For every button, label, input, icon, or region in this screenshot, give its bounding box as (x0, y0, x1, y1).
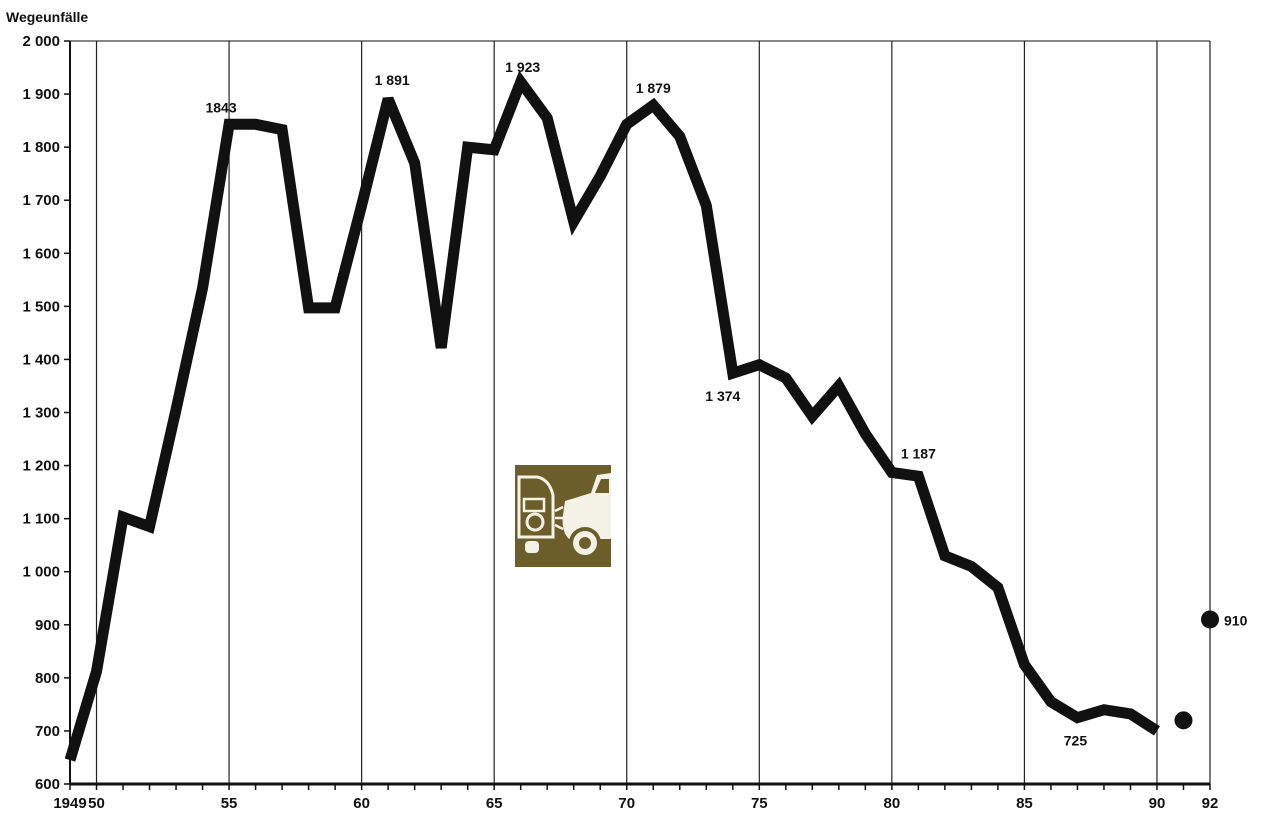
y-tick-label: 1 900 (22, 86, 60, 103)
x-tick-label: 85 (1016, 795, 1033, 812)
y-tick-label: 1 100 (22, 511, 60, 528)
y-tick-label: 1 500 (22, 298, 60, 315)
data-label: 1 879 (636, 80, 671, 96)
data-label: 1 891 (375, 72, 410, 88)
y-tick-label: 1 600 (22, 245, 60, 262)
data-point (1174, 711, 1193, 730)
data-label: 1 374 (705, 388, 740, 404)
data-point (1201, 610, 1219, 629)
x-tick-label: 55 (221, 795, 238, 812)
y-tick-label: 600 (35, 776, 60, 793)
x-tick-label: 60 (353, 795, 370, 812)
data-label: 910 (1224, 612, 1248, 628)
y-tick-label: 900 (35, 617, 60, 634)
data-label: 1 187 (901, 445, 936, 461)
y-axis-label: Wegeunfälle (6, 9, 88, 25)
y-tick-label: 1 000 (22, 564, 60, 581)
y-tick-label: 1 800 (22, 139, 60, 156)
y-tick-label: 1 400 (22, 351, 60, 368)
x-tick-label: 70 (618, 795, 635, 812)
x-tick-label: 90 (1149, 795, 1166, 812)
data-label: 1843 (205, 99, 236, 115)
data-annotations: 1843 1 891 1 923 1 879 1 374 1 187 725 910 (205, 59, 1247, 749)
y-tick-label: 800 (35, 670, 60, 687)
y-tick-labels: 600 700 800 900 1 000 1 100 1 200 1 300 1 400 1 5… (22, 33, 70, 793)
data-label: 725 (1064, 733, 1088, 749)
car-collision-icon (515, 465, 611, 567)
axes (69, 40, 1211, 790)
y-tick-label: 700 (35, 723, 60, 740)
vertical-gridlines (95, 41, 1211, 784)
x-tick-label: 50 (88, 795, 105, 812)
y-tick-label: 2 000 (22, 33, 60, 50)
separate-points (1174, 610, 1219, 730)
x-tick-label: 92 (1202, 795, 1219, 812)
y-tick-label: 1 700 (22, 192, 60, 209)
x-tick-label: 1949 (53, 795, 86, 812)
x-tick-label: 65 (486, 795, 503, 812)
x-tick-labels: 1949 50 55 60 65 70 75 80 85 90 92 (53, 795, 1218, 812)
y-tick-label: 1 300 (22, 405, 60, 422)
data-label: 1 923 (505, 59, 540, 75)
y-tick-label: 1 200 (22, 458, 60, 475)
x-tick-label: 75 (751, 795, 768, 812)
series-line (64, 70, 1160, 762)
x-tick-label: 80 (884, 795, 901, 812)
